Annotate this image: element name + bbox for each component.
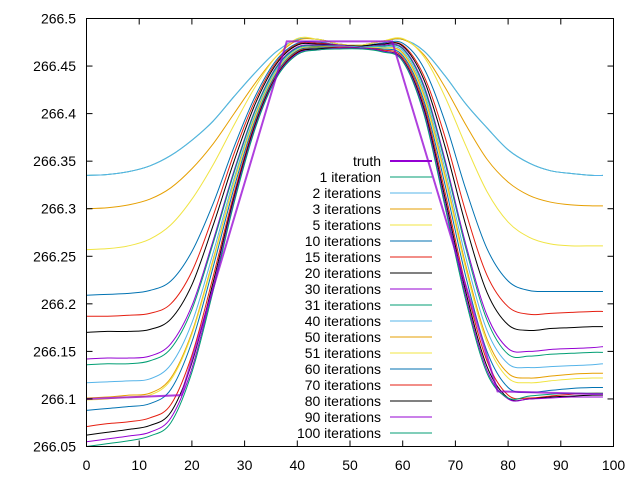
x-tick-label: 50 xyxy=(342,457,358,473)
legend-label: 20 iterations xyxy=(305,265,381,281)
legend-label: 60 iterations xyxy=(305,361,381,377)
y-tick-label: 266.1 xyxy=(41,391,76,407)
legend-label: 70 iterations xyxy=(305,377,381,393)
x-tick-label: 90 xyxy=(553,457,569,473)
legend-label: 2 iterations xyxy=(313,185,381,201)
y-tick-label: 266.25 xyxy=(33,248,76,264)
y-tick-label: 266.45 xyxy=(33,58,76,74)
series-line-2-iterations xyxy=(86,37,603,177)
y-tick-label: 266.3 xyxy=(41,201,76,217)
x-tick-label: 60 xyxy=(395,457,411,473)
series-line-100-iterations xyxy=(86,48,603,447)
legend-label: 10 iterations xyxy=(305,233,381,249)
y-tick-label: 266.5 xyxy=(41,11,76,27)
y-tick-label: 266.15 xyxy=(33,343,76,359)
y-tick-label: 266.35 xyxy=(33,153,76,169)
y-tick-label: 266.4 xyxy=(41,106,76,122)
series-line-5-iterations xyxy=(86,36,603,251)
x-axis: 0 10 20 30 40 50 60 70 80 90 100 xyxy=(83,18,626,473)
x-tick-label: 40 xyxy=(290,457,306,473)
legend-label: 31 iterations xyxy=(305,297,381,313)
y-tick-label: 266.05 xyxy=(33,439,76,455)
series-line-40-iterations xyxy=(86,45,604,384)
x-tick-label: 0 xyxy=(83,457,91,473)
x-tick-label: 10 xyxy=(131,457,147,473)
legend-label: 1 iteration xyxy=(320,169,381,185)
series-line-1-iteration xyxy=(86,37,603,177)
x-tick-label: 100 xyxy=(602,457,626,473)
x-tick-label: 20 xyxy=(184,457,200,473)
legend-label: 15 iterations xyxy=(305,249,381,265)
legend-label: 100 iterations xyxy=(297,425,381,441)
y-axis: 266.05 266.1 266.15 266.2 266.25 266.3 266.35 2… xyxy=(33,11,614,455)
series-line-truth xyxy=(86,40,603,400)
legend-label: truth xyxy=(353,153,381,169)
legend-label: 80 iterations xyxy=(305,393,381,409)
legend-label: 3 iterations xyxy=(313,201,381,217)
legend-label: 40 iterations xyxy=(305,313,381,329)
x-tick-label: 30 xyxy=(237,457,253,473)
legend-label: 50 iterations xyxy=(305,329,381,345)
legend-label: 51 iterations xyxy=(305,345,381,361)
truth-layer xyxy=(86,40,603,400)
series-line-20-iterations xyxy=(86,42,603,333)
y-tick-label: 266.2 xyxy=(41,296,76,312)
x-tick-label: 80 xyxy=(500,457,516,473)
legend-label: 5 iterations xyxy=(313,217,381,233)
legend-label: 90 iterations xyxy=(305,409,381,425)
x-tick-label: 70 xyxy=(448,457,464,473)
legend-label: 30 iterations xyxy=(305,281,381,297)
series-line-90-iterations xyxy=(86,47,603,443)
